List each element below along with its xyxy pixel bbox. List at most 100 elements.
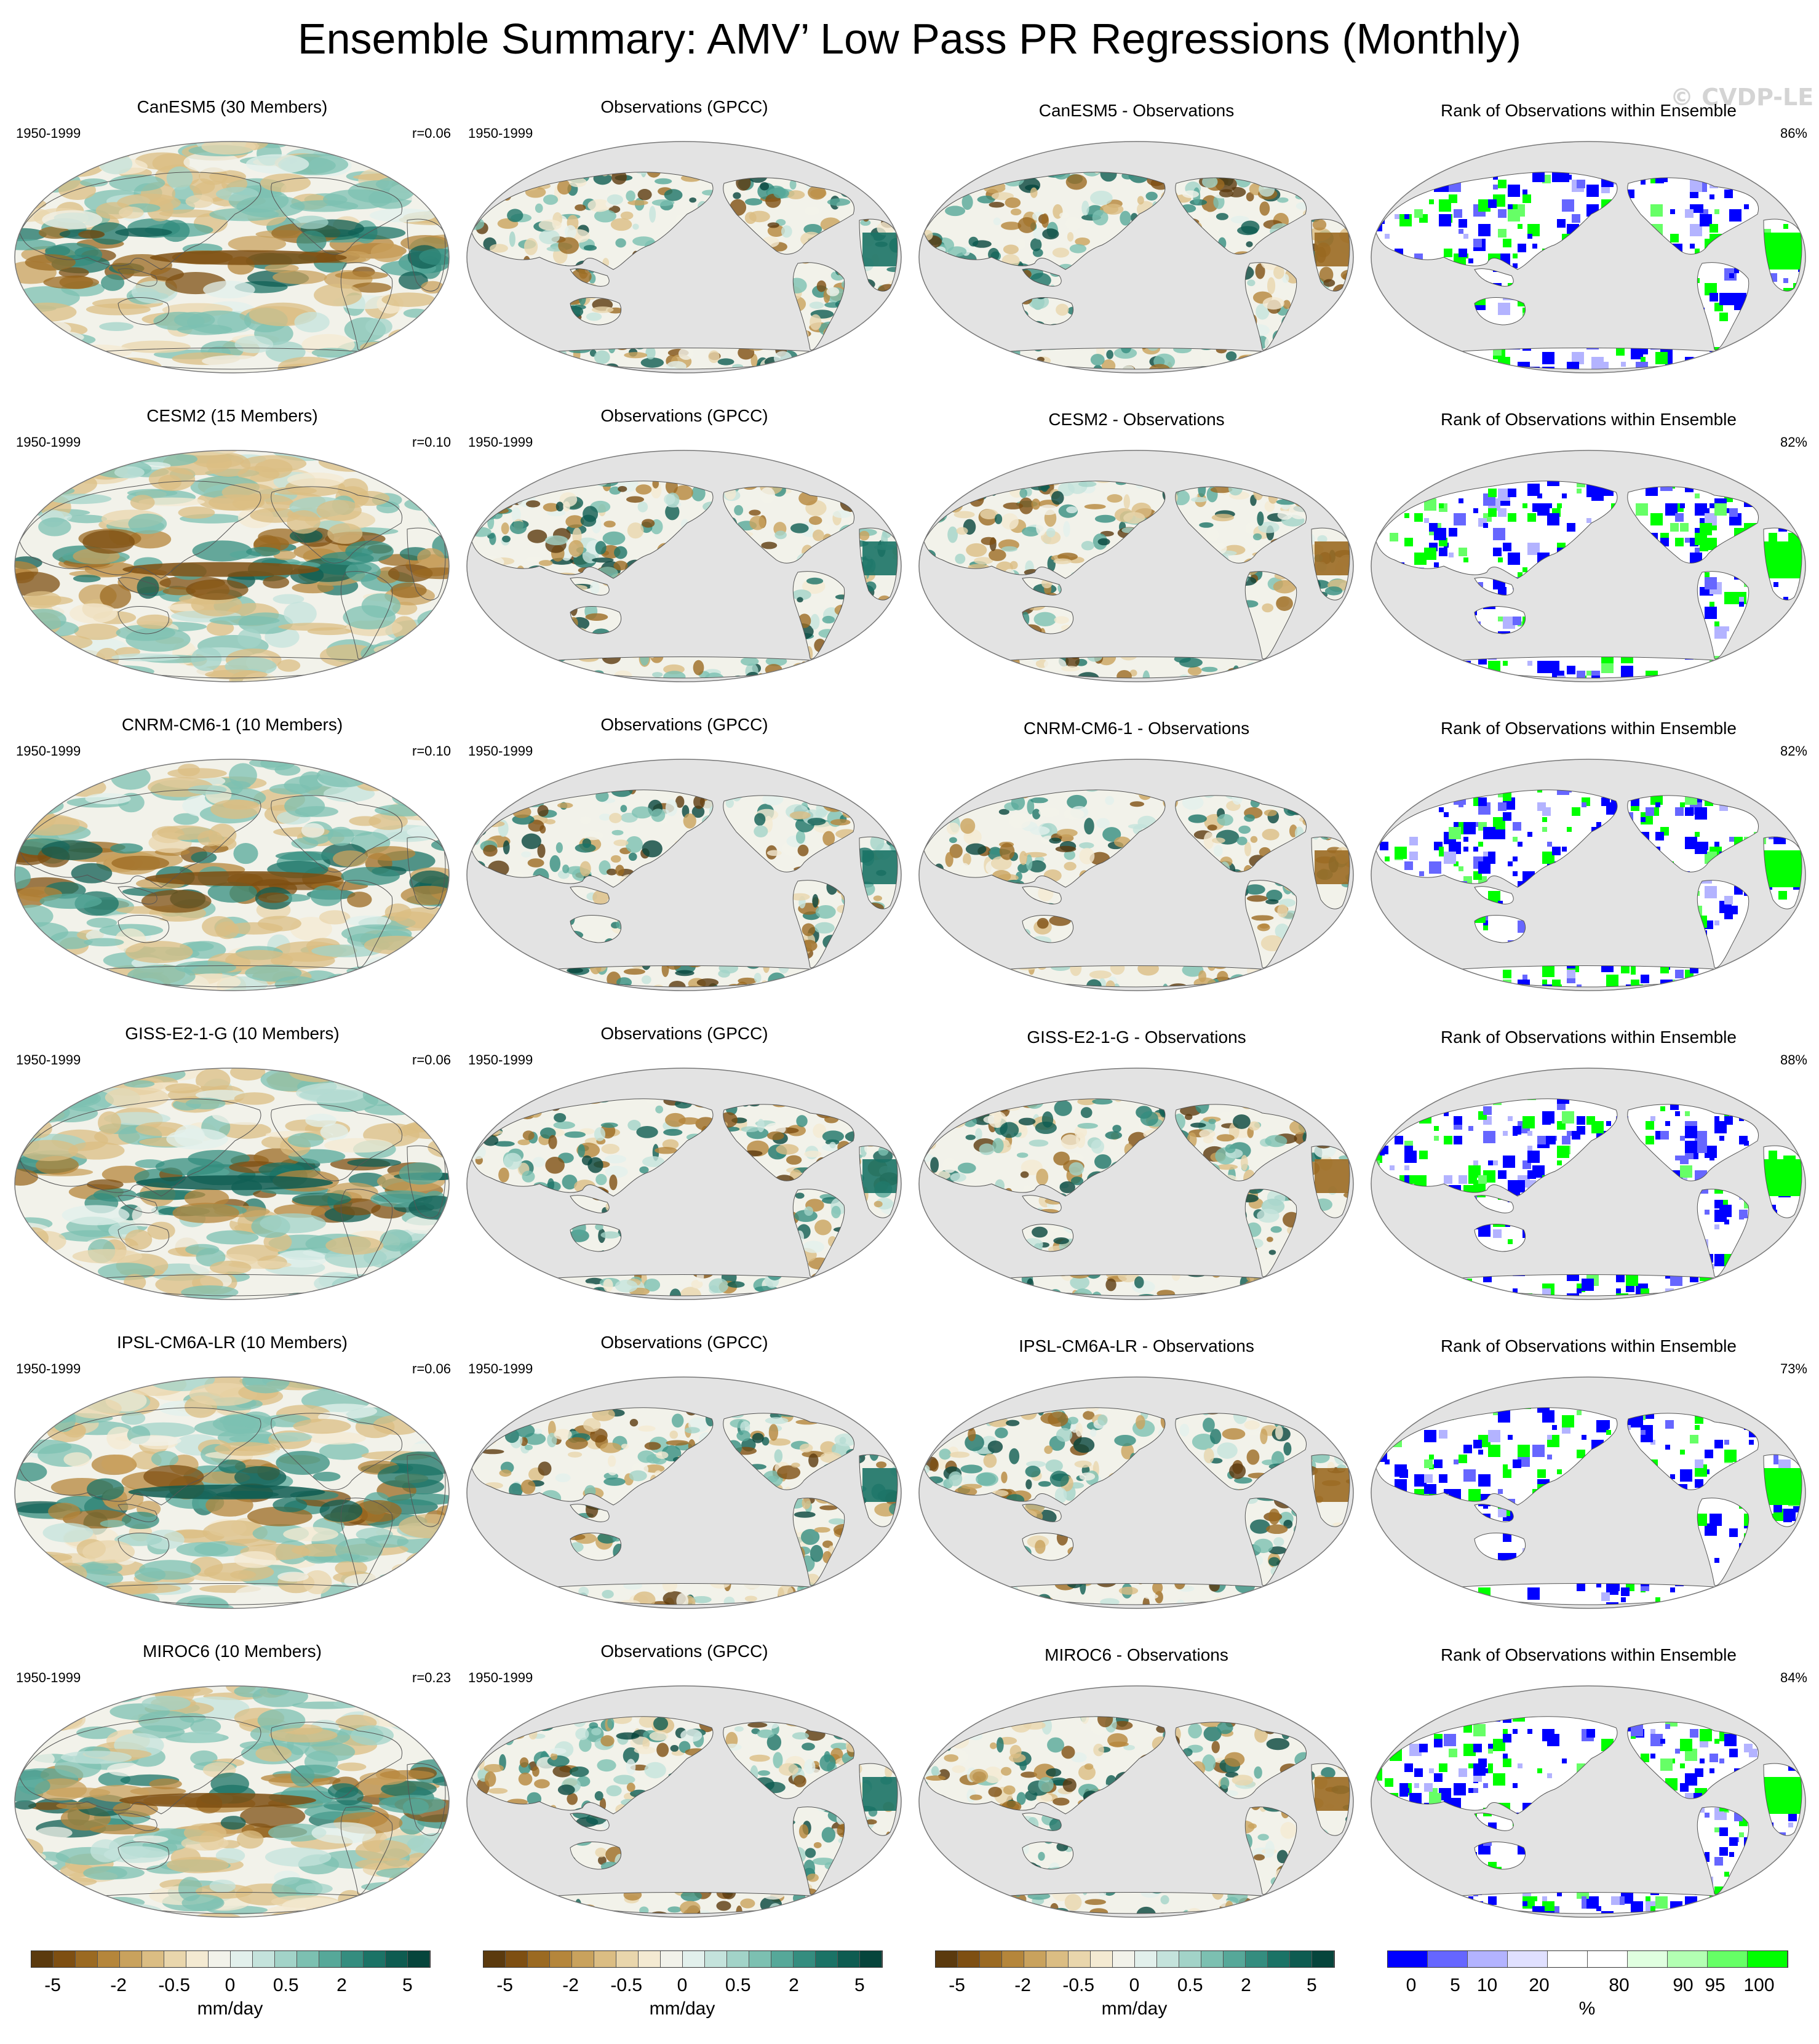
colorbar-swatch xyxy=(275,1951,297,1967)
colorbar-swatch xyxy=(860,1951,882,1967)
map-diff xyxy=(918,1376,1355,1613)
colorbar-tick-label: -5 xyxy=(949,1975,965,1995)
panel-ens-CNRM-CM6-1: CNRM-CM6-1 (10 Members) 1950-1999 r=0.10 xyxy=(6,710,458,1018)
panel-period: 1950-1999 xyxy=(468,1052,533,1068)
colorbar-swatch xyxy=(231,1951,253,1967)
map-obs xyxy=(466,758,902,995)
panel-ens-IPSL-CM6A-LR: IPSL-CM6A-LR (10 Members) 1950-1999 r=0.06 xyxy=(6,1328,458,1635)
panel-rank-CanESM5: Rank of Observations within Ensemble 86% xyxy=(1363,92,1815,400)
panel-title: Observations (GPCC) xyxy=(600,1642,768,1661)
colorbar-tick-label: -5 xyxy=(496,1975,513,1995)
panel-rank-CNRM-CM6-1: Rank of Observations within Ensemble 82% xyxy=(1363,710,1815,1018)
colorbar-tick-label: 0 xyxy=(225,1975,236,1995)
colorbar-swatch xyxy=(572,1951,594,1967)
colorbar-swatches xyxy=(935,1950,1335,1968)
colorbar-tick-label: 5 xyxy=(1450,1975,1460,1995)
colorbar-tick-label: 2 xyxy=(1241,1975,1251,1995)
panel-title: Rank of Observations within Ensemble xyxy=(1441,410,1737,429)
colorbar-tick-label: 20 xyxy=(1529,1975,1550,1995)
map-obs xyxy=(466,449,902,686)
panel-correlation: r=0.23 xyxy=(412,1670,451,1685)
panel-diff-IPSL-CM6A-LR: IPSL-CM6A-LR - Observations xyxy=(910,1328,1363,1635)
panel-obs-MIROC6: Observations (GPCC) 1950-1999 xyxy=(458,1637,910,1944)
colorbar-swatch xyxy=(616,1951,639,1967)
colorbar-swatch xyxy=(319,1951,341,1967)
colorbar-unit: % xyxy=(1578,1998,1596,2019)
colorbar-swatch xyxy=(484,1951,506,1967)
colorbar-swatch xyxy=(639,1951,661,1967)
colorbar-swatch xyxy=(980,1951,1002,1967)
colorbar-tick-label: 0.5 xyxy=(1177,1975,1203,1995)
colorbar-swatch xyxy=(1135,1951,1157,1967)
panel-rank-MIROC6: Rank of Observations within Ensemble 84% xyxy=(1363,1637,1815,1944)
colorbar-swatch xyxy=(550,1951,572,1967)
colorbar-unit: mm/day xyxy=(1101,1998,1168,2019)
colorbar-swatch xyxy=(1113,1951,1135,1967)
colorbar-tick-label: 5 xyxy=(402,1975,413,1995)
colorbar-swatch xyxy=(528,1951,550,1967)
panel-title: Observations (GPCC) xyxy=(600,1333,768,1352)
panel-title: CanESM5 (30 Members) xyxy=(137,97,328,116)
colorbar-swatch xyxy=(1179,1951,1201,1967)
panel-title: Observations (GPCC) xyxy=(600,1024,768,1043)
map-rank xyxy=(1370,449,1807,686)
colorbar-tick-label: 95 xyxy=(1705,1975,1725,1995)
colorbar-tick-label: -5 xyxy=(44,1975,61,1995)
colorbar-tick-label: 80 xyxy=(1609,1975,1630,1995)
colorbar-swatch xyxy=(1246,1951,1268,1967)
colorbar-swatch xyxy=(661,1951,683,1967)
panel-title: MIROC6 (10 Members) xyxy=(143,1642,322,1661)
colorbar-swatch xyxy=(1069,1951,1091,1967)
colorbar-swatch xyxy=(386,1951,408,1967)
panel-title: CanESM5 - Observations xyxy=(1038,101,1235,120)
panel-period: 1950-1999 xyxy=(16,1361,81,1376)
panel-diff-CNRM-CM6-1: CNRM-CM6-1 - Observations xyxy=(910,710,1363,1018)
colorbar-pr-ensemble: -5 -2 -0.5 0 0.5 2 5 mm/day xyxy=(31,1950,449,2024)
colorbar-swatch xyxy=(1268,1951,1290,1967)
panel-obs-CESM2: Observations (GPCC) 1950-1999 xyxy=(458,401,910,709)
colorbar-tick-label: 5 xyxy=(854,1975,865,1995)
map-diff xyxy=(918,1067,1355,1304)
colorbar-swatch xyxy=(1588,1951,1628,1967)
map-obs xyxy=(466,1376,902,1613)
colorbar-tick-label: 0 xyxy=(1129,1975,1140,1995)
panel-rank-IPSL-CM6A-LR: Rank of Observations within Ensemble 73% xyxy=(1363,1328,1815,1635)
colorbar-swatch xyxy=(838,1951,860,1967)
map-diff xyxy=(918,1685,1355,1922)
panel-diff-MIROC6: MIROC6 - Observations xyxy=(910,1637,1363,1944)
colorbar-swatch xyxy=(816,1951,838,1967)
panel-diff-CanESM5: CanESM5 - Observations xyxy=(910,92,1363,400)
panel-title: CNRM-CM6-1 - Observations xyxy=(1023,719,1250,738)
colorbar-swatch xyxy=(31,1951,54,1967)
panel-title: Rank of Observations within Ensemble xyxy=(1441,1645,1737,1664)
panel-obs-CNRM-CM6-1: Observations (GPCC) 1950-1999 xyxy=(458,710,910,1018)
colorbar-swatch xyxy=(594,1951,616,1967)
colorbar-tick-label: 0 xyxy=(1406,1975,1417,1995)
colorbar-tick-label: 100 xyxy=(1743,1975,1775,1995)
panel-period: 1950-1999 xyxy=(468,1361,533,1376)
map-rank xyxy=(1370,140,1807,377)
map-obs xyxy=(466,1067,902,1304)
colorbar-tick-label: 5 xyxy=(1307,1975,1317,1995)
colorbar-tick-label: 2 xyxy=(336,1975,347,1995)
colorbar-swatch xyxy=(408,1951,430,1967)
colorbar-swatch xyxy=(364,1951,386,1967)
panel-title: GISS-E2-1-G - Observations xyxy=(1027,1028,1246,1047)
map-diff xyxy=(918,449,1355,686)
colorbar-swatch xyxy=(958,1951,980,1967)
panel-diff-CESM2: CESM2 - Observations xyxy=(910,401,1363,709)
colorbar-swatch xyxy=(76,1951,98,1967)
colorbar-swatch xyxy=(1157,1951,1179,1967)
panel-period: 1950-1999 xyxy=(468,126,533,141)
colorbar-tick-label: 10 xyxy=(1476,1975,1498,1995)
page-title: Ensemble Summary: AMV’ Low Pass PR Regre… xyxy=(297,15,1522,63)
panel-title: MIROC6 - Observations xyxy=(1045,1645,1228,1664)
colorbar-swatches xyxy=(31,1950,431,1968)
panel-obs-GISS-E2-1-G: Observations (GPCC) 1950-1999 xyxy=(458,1019,910,1327)
map-diff xyxy=(918,758,1355,995)
colorbar-tick-label: 0.5 xyxy=(725,1975,751,1995)
panel-ens-MIROC6: MIROC6 (10 Members) 1950-1999 r=0.23 xyxy=(6,1637,458,1944)
panel-period: 1950-1999 xyxy=(468,434,533,450)
colorbar-swatch xyxy=(794,1951,816,1967)
colorbar-swatch xyxy=(1428,1951,1468,1967)
